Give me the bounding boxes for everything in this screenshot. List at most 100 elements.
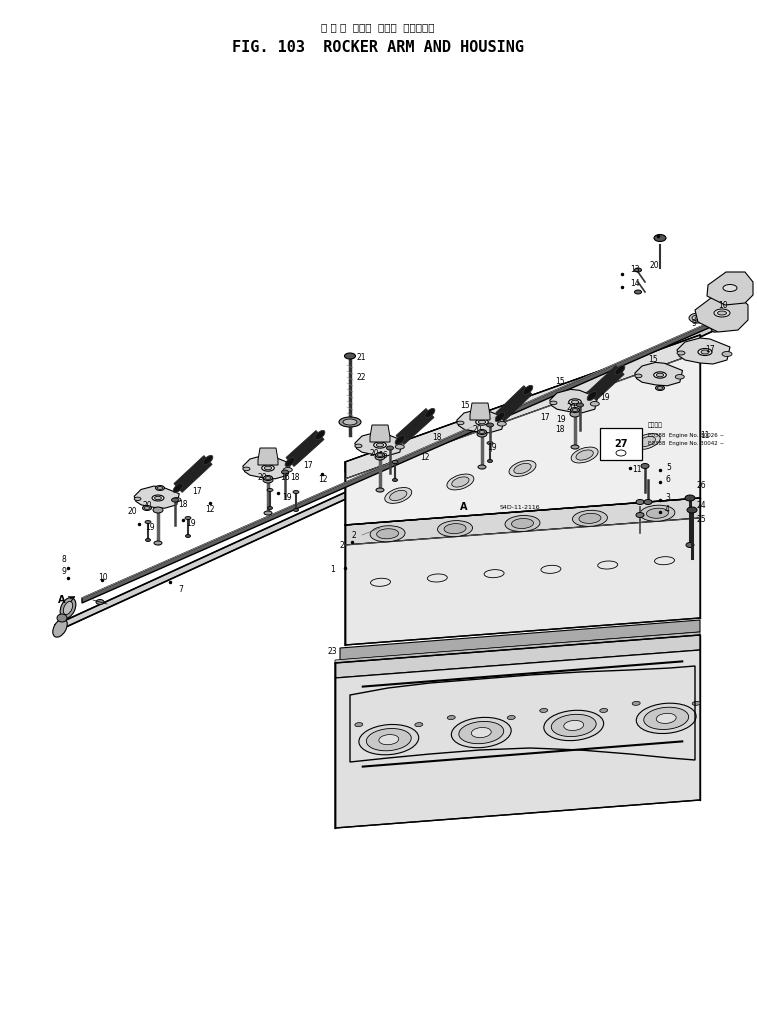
Ellipse shape [550, 401, 557, 405]
Polygon shape [345, 518, 700, 645]
Text: FIG. 103  ROCKER ARM AND HOUSING: FIG. 103 ROCKER ARM AND HOUSING [232, 40, 524, 55]
Ellipse shape [145, 506, 149, 510]
Ellipse shape [634, 290, 641, 294]
Ellipse shape [509, 461, 536, 476]
Ellipse shape [634, 433, 660, 450]
Text: 16: 16 [280, 473, 290, 481]
Ellipse shape [478, 465, 486, 469]
Ellipse shape [378, 735, 399, 745]
Text: 24: 24 [697, 500, 706, 510]
Ellipse shape [718, 311, 727, 315]
Ellipse shape [285, 458, 295, 467]
Text: 19: 19 [600, 394, 609, 403]
Ellipse shape [173, 483, 183, 492]
Text: 20: 20 [128, 508, 138, 517]
Text: 17: 17 [540, 413, 550, 422]
Ellipse shape [392, 461, 398, 464]
Ellipse shape [451, 718, 511, 748]
Ellipse shape [366, 729, 411, 751]
Ellipse shape [632, 701, 640, 705]
Ellipse shape [425, 408, 435, 417]
Bar [600, 428, 642, 460]
Ellipse shape [487, 442, 493, 445]
Ellipse shape [701, 350, 709, 354]
Text: 12: 12 [318, 475, 328, 484]
Ellipse shape [544, 710, 603, 741]
Ellipse shape [551, 715, 597, 737]
Ellipse shape [722, 351, 732, 356]
Text: 10: 10 [718, 301, 727, 311]
Text: 19: 19 [186, 519, 195, 528]
Ellipse shape [395, 435, 405, 445]
Ellipse shape [488, 460, 493, 463]
Ellipse shape [656, 374, 664, 377]
Ellipse shape [447, 474, 474, 490]
Ellipse shape [643, 707, 689, 730]
Polygon shape [635, 362, 683, 386]
Ellipse shape [359, 725, 419, 755]
Text: 1: 1 [330, 565, 335, 574]
Polygon shape [345, 352, 700, 525]
Ellipse shape [142, 505, 151, 511]
Polygon shape [174, 456, 212, 492]
Ellipse shape [370, 526, 405, 542]
Polygon shape [698, 342, 712, 354]
Ellipse shape [654, 234, 666, 242]
Ellipse shape [376, 444, 384, 447]
Ellipse shape [675, 375, 684, 379]
Ellipse shape [723, 284, 737, 291]
Ellipse shape [689, 313, 707, 323]
Polygon shape [335, 635, 700, 678]
Ellipse shape [577, 403, 584, 407]
Ellipse shape [452, 477, 469, 487]
Ellipse shape [155, 485, 164, 490]
Text: 20: 20 [473, 425, 483, 434]
Text: 17: 17 [705, 345, 715, 354]
Text: 25: 25 [697, 515, 706, 524]
Ellipse shape [635, 375, 642, 378]
Polygon shape [258, 448, 278, 465]
Ellipse shape [385, 487, 412, 503]
Ellipse shape [478, 420, 485, 424]
Ellipse shape [540, 708, 548, 713]
Text: 17: 17 [192, 487, 201, 496]
Ellipse shape [472, 728, 491, 738]
Ellipse shape [153, 508, 163, 513]
Text: 20: 20 [650, 261, 659, 270]
Ellipse shape [495, 412, 505, 421]
Text: 9: 9 [62, 567, 67, 577]
Ellipse shape [343, 419, 357, 425]
Text: 18: 18 [290, 474, 300, 482]
Text: 15: 15 [460, 401, 469, 409]
Ellipse shape [572, 408, 578, 411]
Text: S4D-11-2116: S4D-11-2116 [500, 504, 540, 510]
Ellipse shape [523, 386, 533, 395]
Text: 27: 27 [614, 439, 628, 449]
Ellipse shape [157, 486, 163, 489]
Text: A: A [460, 502, 468, 512]
Ellipse shape [475, 419, 488, 425]
Text: 12: 12 [205, 505, 214, 515]
Ellipse shape [692, 701, 700, 705]
Ellipse shape [374, 442, 386, 449]
Ellipse shape [658, 387, 662, 390]
Ellipse shape [134, 497, 141, 500]
Text: 19: 19 [145, 524, 154, 533]
Ellipse shape [377, 529, 399, 539]
Text: ロ ッ カ  アーム  および  ハウジング: ロ ッ カ アーム および ハウジング [321, 22, 435, 32]
Polygon shape [134, 486, 179, 509]
Ellipse shape [57, 614, 67, 622]
Text: 4: 4 [665, 505, 670, 515]
Ellipse shape [267, 506, 273, 510]
Ellipse shape [185, 517, 191, 520]
Ellipse shape [315, 430, 325, 439]
Ellipse shape [692, 315, 704, 321]
Ellipse shape [715, 297, 725, 302]
Text: 17: 17 [303, 461, 313, 470]
Polygon shape [335, 650, 700, 828]
Ellipse shape [638, 436, 656, 447]
Polygon shape [345, 335, 700, 472]
Text: 9: 9 [692, 319, 697, 328]
Polygon shape [475, 413, 488, 424]
Text: 16: 16 [378, 451, 388, 460]
